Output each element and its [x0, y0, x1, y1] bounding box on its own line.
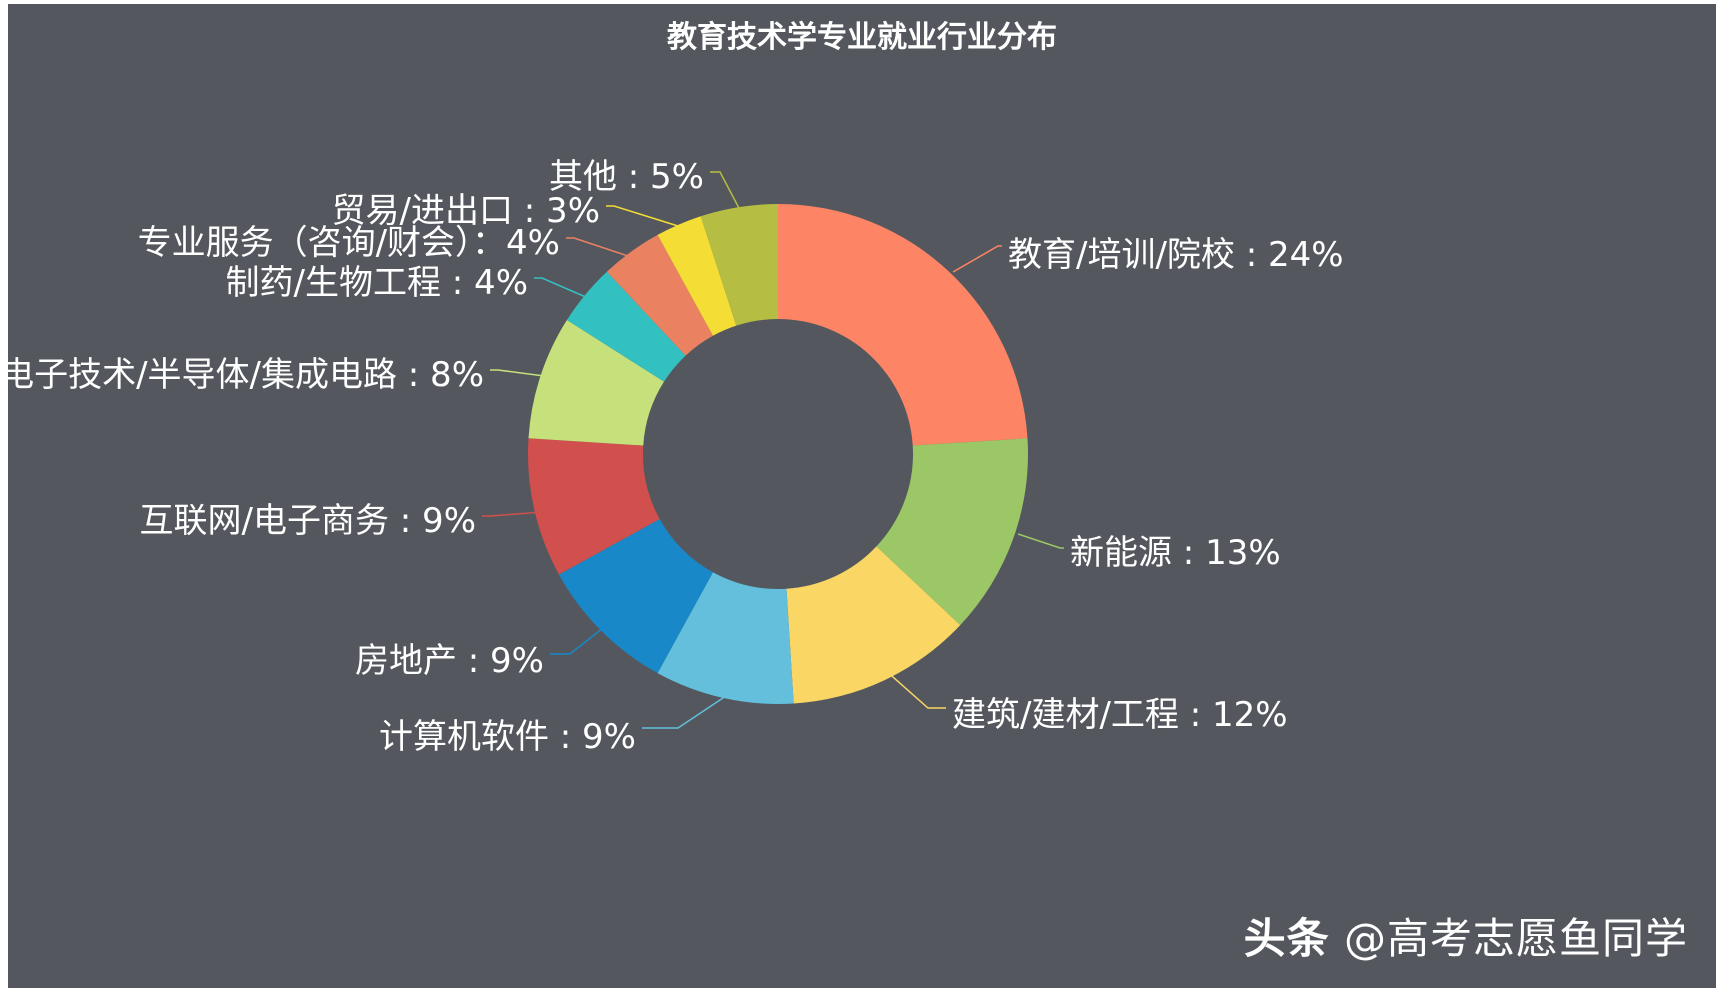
slice-8	[606, 234, 713, 356]
slice-label-10: 其他 : 5%	[549, 157, 704, 197]
slice-6	[528, 320, 665, 446]
slices-group	[528, 204, 1028, 704]
leader-line-1	[1017, 533, 1064, 549]
slice-label-1: 新能源 : 13%	[1070, 533, 1281, 573]
slice-7	[566, 271, 686, 382]
watermark-brand: 头条	[1243, 914, 1330, 963]
slice-label-5: 互联网/电子商务 : 9%	[140, 501, 476, 541]
watermark-handle: @高考志愿鱼同学	[1343, 914, 1688, 963]
slice-label-2: 建筑/建材/工程 : 12%	[952, 695, 1288, 735]
leader-line-5	[482, 511, 544, 517]
slice-label-0: 教育/培训/院校 : 24%	[1008, 235, 1344, 275]
watermark: 头条 @高考志愿鱼同学	[1244, 905, 1688, 966]
slice-10	[700, 204, 778, 326]
slice-label-7: 制药/生物工程 : 4%	[226, 263, 528, 303]
slice-label-8: 专业服务（咨询/财会）：4%	[138, 223, 560, 263]
slice-1	[876, 438, 1028, 626]
slice-9	[657, 216, 737, 336]
donut-chart: 教育/培训/院校 : 24% 新能源 : 13% 建筑/建材/工程 : 12% 计算机…	[8, 157, 1344, 757]
slice-2	[786, 546, 961, 704]
slice-5	[528, 438, 660, 575]
slice-4	[558, 519, 713, 674]
chart-title: 教育技术学专业就业行业分布	[667, 20, 1057, 55]
leader-line-3	[642, 695, 727, 729]
slice-label-3: 计算机软件 : 9%	[379, 717, 636, 757]
leader-line-0	[952, 245, 1002, 273]
leader-line-10	[710, 171, 741, 211]
slice-0	[778, 204, 1028, 446]
slice-label-9: 贸易/进出口 : 3%	[332, 191, 600, 231]
leader-line-9	[606, 205, 679, 227]
leader-line-8	[566, 237, 629, 257]
slice-label-4: 房地产 : 9%	[355, 641, 544, 681]
leader-line-4	[550, 623, 609, 655]
slice-3	[657, 572, 794, 704]
leader-lines-group	[482, 171, 1064, 729]
labels-group: 教育/培训/院校 : 24% 新能源 : 13% 建筑/建材/工程 : 12% 计算机…	[8, 157, 1344, 757]
leader-line-2	[884, 669, 946, 709]
leader-line-6	[490, 369, 545, 377]
slice-label-6: 电子技术/半导体/集成电路 : 8%	[8, 355, 484, 395]
leader-line-7	[534, 277, 589, 299]
chart-panel: 教育技术学专业就业行业分布 教育/培训/院校 : 24% 新能源 : 13% 建筑/…	[8, 4, 1716, 988]
